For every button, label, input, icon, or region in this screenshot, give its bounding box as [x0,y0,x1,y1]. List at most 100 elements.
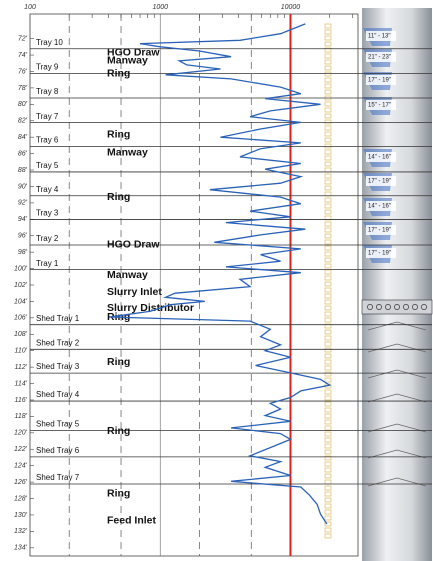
y-tick-label: 82' [18,118,28,125]
ruler-mark [325,426,331,430]
ruler-mark [325,246,331,250]
ruler-mark [325,126,331,130]
y-tick-label: 110' [15,348,28,355]
ruler-mark [325,528,331,532]
ruler-mark [325,438,331,442]
y-tick-label: 118' [15,413,28,420]
x-tick-label: 10000 [281,4,301,11]
ruler-mark [325,66,331,70]
tray-label: Tray 5 [36,161,59,170]
y-tick-label: 122' [14,446,28,453]
plot-frame [30,14,358,556]
ruler-mark [325,222,331,226]
ruler-mark [325,36,331,40]
y-tick-label: 92' [18,200,28,207]
ruler-mark [325,252,331,256]
ruler-mark [325,156,331,160]
ruler-mark [325,144,331,148]
ruler-mark [325,288,331,292]
y-tick-label: 84' [18,134,28,141]
ruler-mark [325,354,331,358]
annotation: Manway [107,147,148,159]
annotation: Ring [107,487,130,499]
y-tick-label: 126' [14,479,28,486]
ruler-mark [325,462,331,466]
annotation: HGO Draw [107,239,160,251]
tray-label: Tray 3 [36,209,59,218]
y-tick-label: 72' [18,35,28,42]
x-tick-label: 1000 [152,4,168,11]
ruler-mark [325,396,331,400]
ruler-mark [325,390,331,394]
ruler-mark [325,168,331,172]
ruler-mark [325,228,331,232]
ruler-mark [325,480,331,484]
ruler-mark [325,114,331,118]
ruler-mark [325,450,331,454]
y-tick-label: 86' [18,150,28,157]
annotation: Ring [107,356,130,368]
ruler-mark [325,294,331,298]
ruler-mark [325,282,331,286]
annotation: Ring [107,68,130,80]
ruler-mark [325,264,331,268]
ruler-mark [325,360,331,364]
ruler-mark [325,348,331,352]
ruler-mark [325,492,331,496]
y-tick-label: 134' [14,545,28,552]
y-tick-label: 88' [18,167,28,174]
y-tick-label: 102' [14,282,28,289]
ruler-mark [325,102,331,106]
ruler-mark [325,138,331,142]
ruler-mark [325,408,331,412]
tray-label: Tray 6 [36,136,59,145]
tray-label: Shed Tray 7 [36,473,80,482]
annotation: Feed Inlet [107,514,157,526]
ruler-mark [325,204,331,208]
ruler-mark [325,270,331,274]
ruler-mark [325,300,331,304]
ruler-mark [325,72,331,76]
y-tick-label: 100' [14,265,28,272]
ruler-mark [325,84,331,88]
column-label: 11" - 13" [368,34,391,40]
y-tick-label: 108' [14,331,28,338]
ruler-mark [325,342,331,346]
ruler-mark [325,54,331,58]
ruler-mark [325,78,331,82]
ruler-mark [325,276,331,280]
annotation: Ring [107,425,130,437]
ruler-mark [325,402,331,406]
ruler-mark [325,174,331,178]
y-tick-label: 120' [14,430,28,437]
ruler-mark [325,366,331,370]
y-tick-label: 78' [18,85,28,92]
ruler-mark [325,30,331,34]
y-tick-label: 132' [14,528,28,535]
ruler-mark [325,336,331,340]
x-tick-label: 100 [24,4,36,11]
annotation: Manway [107,269,148,281]
column-label: 17" - 19" [368,179,391,185]
y-tick-label: 96' [18,233,28,240]
tray-label: Shed Tray 3 [36,362,80,371]
ruler-mark [325,318,331,322]
ruler-mark [325,90,331,94]
ruler-mark [325,498,331,502]
annotation: Slurry Inlet [107,286,162,298]
ruler-mark [325,414,331,418]
ruler-mark [325,432,331,436]
ruler-mark [325,444,331,448]
chart: 11" - 13"21" - 23"17" - 19"15" - 17"14" … [0,0,433,561]
ruler-mark [325,150,331,154]
column-label: 21" - 23" [368,55,391,61]
y-tick-label: 116' [15,397,28,404]
column-label: 15" - 17" [368,103,391,109]
ruler-mark [325,420,331,424]
y-tick-label: 128' [14,495,28,502]
ruler-mark [325,120,331,124]
ruler-mark [325,108,331,112]
y-tick-label: 74' [18,52,28,59]
ruler-mark [325,210,331,214]
ruler-mark [325,258,331,262]
